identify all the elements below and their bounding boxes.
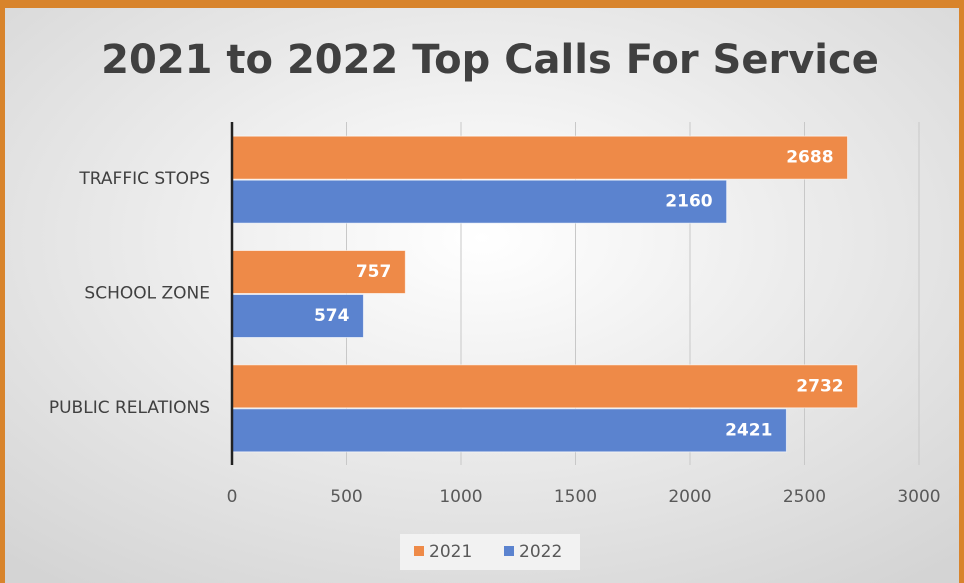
data-label: 2688 (786, 148, 833, 168)
x-tick-label: 0 (227, 487, 238, 507)
x-tick-label: 500 (330, 487, 362, 507)
legend-swatch (504, 546, 514, 556)
x-tick-label: 2000 (668, 487, 711, 507)
legend-label: 2021 (429, 542, 472, 562)
bar (231, 135, 849, 180)
data-label: 574 (314, 306, 350, 326)
data-label: 2421 (725, 420, 772, 440)
bar (231, 179, 728, 224)
data-label: 757 (356, 262, 392, 282)
x-tick-label: 3000 (897, 487, 940, 507)
legend-box (400, 534, 580, 570)
y-tick-label: PUBLIC RELATIONS (49, 398, 210, 418)
y-tick-label: TRAFFIC STOPS (78, 169, 210, 189)
bar (231, 250, 406, 294)
y-tick-label: SCHOOL ZONE (84, 284, 210, 304)
data-label: 2732 (796, 376, 843, 396)
x-tick-label: 1500 (554, 487, 597, 507)
bar (231, 364, 859, 409)
x-tick-label: 2500 (783, 487, 826, 507)
bar (231, 294, 364, 338)
data-label: 2160 (665, 192, 712, 212)
background (5, 8, 959, 583)
legend-swatch (414, 546, 424, 556)
bar (231, 408, 787, 453)
legend-label: 2022 (519, 542, 562, 562)
x-tick-label: 1000 (439, 487, 482, 507)
chart-title: 2021 to 2022 Top Calls For Service (101, 37, 879, 83)
